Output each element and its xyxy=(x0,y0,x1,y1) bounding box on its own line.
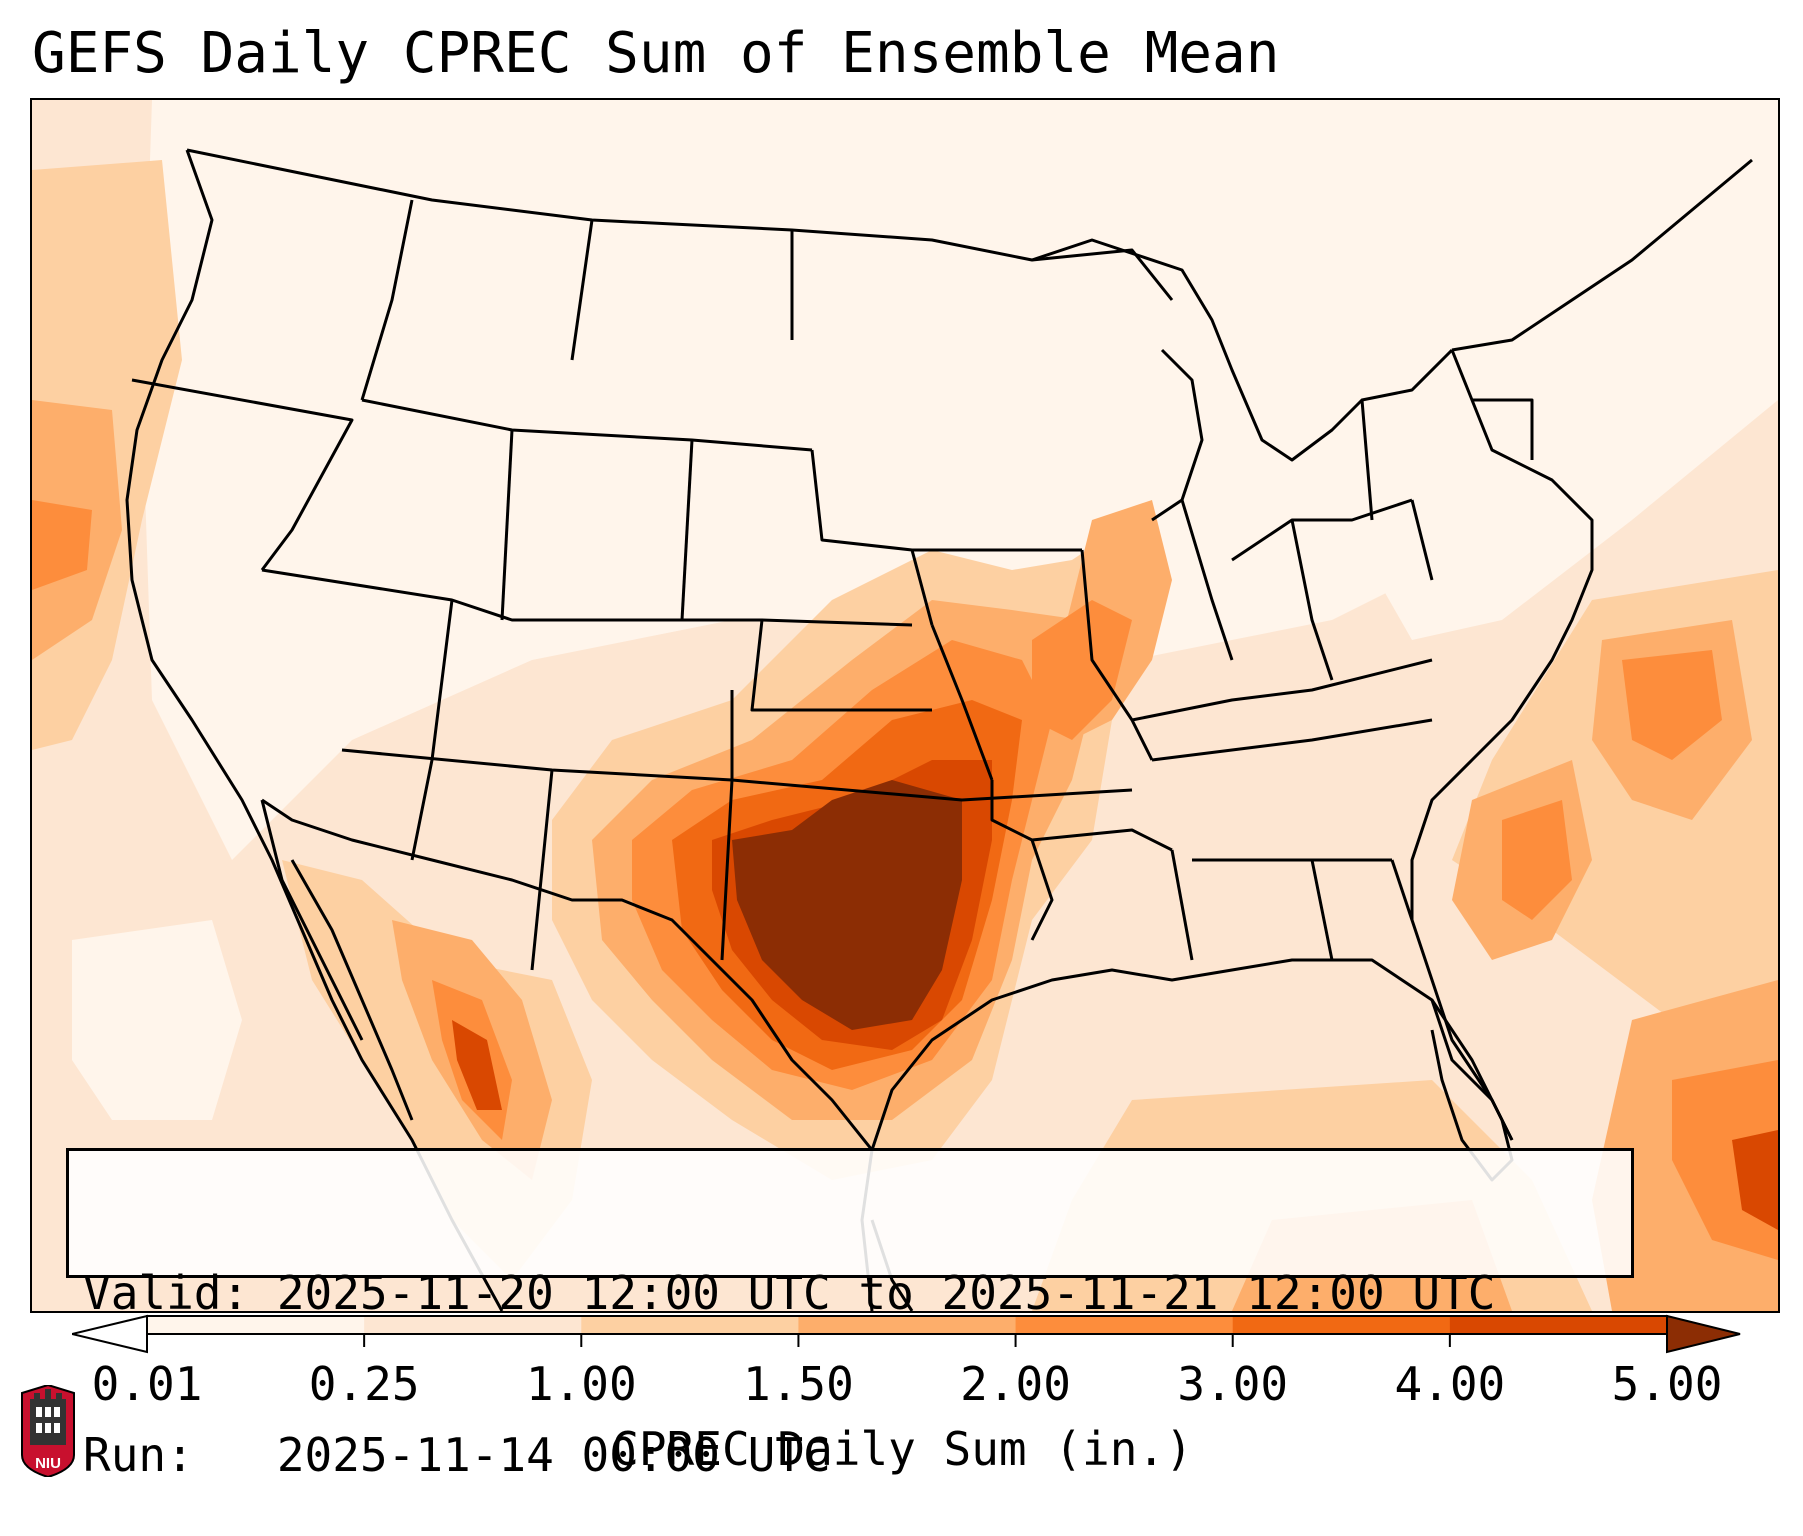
colorbar-segment xyxy=(364,1316,582,1334)
colorbar-tick-label: 3.00 xyxy=(1177,1357,1289,1411)
colorbar-segments xyxy=(147,1316,1668,1334)
valid-run-info-box: Valid: 2025-11-20 12:00 UTC to 2025-11-2… xyxy=(66,1148,1634,1482)
niu-logo: NIU xyxy=(20,1383,76,1479)
colorbar-tick-label: 1.00 xyxy=(525,1357,637,1411)
colorbar-tick-label: 0.25 xyxy=(308,1357,420,1411)
map-title: GEFS Daily CPREC Sum of Ensemble Mean xyxy=(32,21,1280,86)
colorbar-tick-label: 5.00 xyxy=(1611,1357,1723,1411)
colorbar-segment xyxy=(1232,1316,1451,1334)
colorbar-segment xyxy=(147,1316,365,1334)
colorbar-tick-label: 4.00 xyxy=(1394,1357,1506,1411)
colorbar-outline xyxy=(146,1315,1668,1335)
run-time-text: Run: 2025-11-14 00:00 UTC xyxy=(83,1428,831,1482)
colorbar xyxy=(72,1314,1741,1354)
colorbar-segment xyxy=(798,1316,1017,1334)
valid-time-text: Valid: 2025-11-20 12:00 UTC to 2025-11-2… xyxy=(83,1266,1496,1320)
colorbar-tick-label: 1.50 xyxy=(743,1357,854,1411)
colorbar-under-arrow xyxy=(72,1314,148,1354)
logo-text: NIU xyxy=(35,1455,61,1472)
precipitation-field xyxy=(32,100,1778,1311)
precipitation-map xyxy=(30,98,1780,1313)
colorbar-tick-label: 2.00 xyxy=(960,1357,1071,1411)
colorbar-segment xyxy=(1015,1316,1234,1334)
colorbar-ticks xyxy=(146,1334,1668,1347)
colorbar-segment xyxy=(1449,1316,1668,1334)
colorbar-tick-label: 0.01 xyxy=(91,1357,203,1411)
colorbar-over-arrow xyxy=(1666,1314,1741,1354)
colorbar-segment xyxy=(581,1316,799,1334)
colorbar-label: CPREC Daily Sum (in.) xyxy=(611,1422,1193,1476)
